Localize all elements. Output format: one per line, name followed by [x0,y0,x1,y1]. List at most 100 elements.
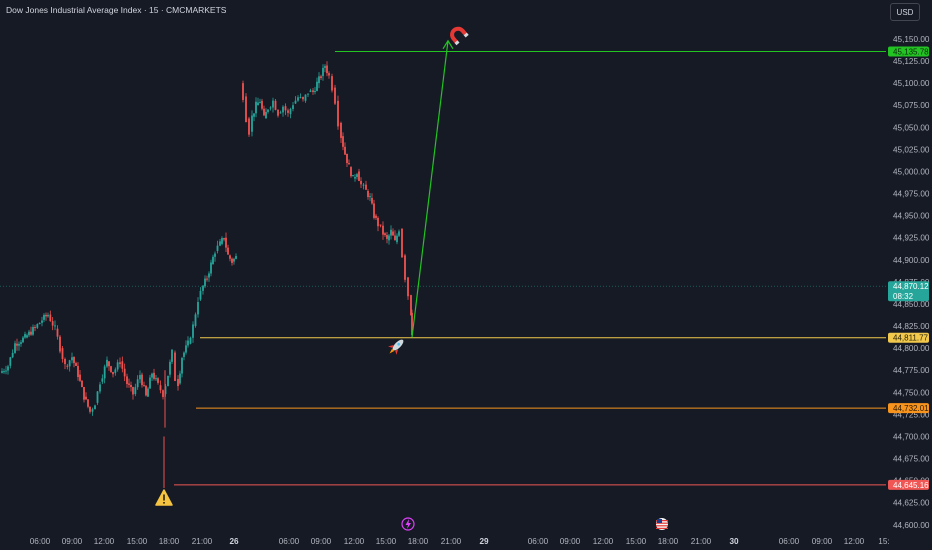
candle-body [375,215,377,218]
candle-body [261,100,263,109]
y-tick-label: 45,050.00 [893,123,930,132]
flag-stripe [656,525,668,527]
candle-body [265,111,267,119]
y-tick-label: 44,975.00 [893,190,930,199]
candle-body [155,378,157,380]
candle-body [390,229,392,236]
horizontal-lines-layer [0,51,886,488]
y-tick-label: 44,625.00 [893,499,930,508]
candle-body [231,258,233,263]
candle-body [106,359,108,367]
candle-body [354,176,356,179]
candle-body [214,253,216,257]
candle-body [206,278,208,280]
candle-body [407,277,409,297]
rocket-window [397,342,401,346]
price-axis: 45,150.00 45,125.00 45,100.00 45,075.00 45,0… [888,35,930,530]
y-tick-label: 45,150.00 [893,35,930,44]
x-tick-label: 06:00 [528,537,549,546]
candle-body [30,331,32,335]
y-tick-label: 44,600.00 [893,521,930,530]
candle-body [64,358,66,365]
price-label-bg [888,403,929,414]
candle-body [294,100,297,104]
candle-body [377,217,379,227]
candle-body [362,184,365,186]
x-tick-label: 09:00 [812,537,833,546]
candle-body [274,100,277,110]
candle-body [151,373,153,378]
candle-body [181,358,183,374]
candle-body [45,314,47,317]
candle-body [245,96,247,122]
candle-body [114,369,117,373]
candle-body [272,100,274,108]
candle-body [235,256,237,259]
candle-body [81,380,83,388]
candle-body [18,343,20,346]
candle-body [26,335,28,338]
candle-body [9,357,12,366]
candle-body [194,314,197,327]
candle-body [96,391,99,403]
candle-body [61,348,64,359]
y-tick-label: 44,750.00 [893,388,930,397]
candle-body [38,322,41,325]
candle-body [360,180,362,185]
price-label-bg [888,479,929,490]
candle-body [379,224,382,226]
candle-body [87,399,89,407]
rocket-flame [389,348,395,354]
candle-body [149,377,151,389]
candle-body [312,90,314,93]
candle-body [396,235,398,243]
candle-body [373,203,375,218]
candle-body [202,285,204,291]
candle-body [189,337,192,344]
candle-body [394,235,396,241]
price-label-text: 44,732.01 [893,404,929,413]
candle-body [112,371,114,375]
candle-body [73,356,75,364]
magnet-icon [450,26,469,46]
x-tick-label: 29 [479,537,489,546]
candle-body [297,97,299,101]
candle-body [187,340,189,346]
chart-title: Dow Jones Industrial Average Index · 15 … [6,5,227,15]
price-label-bg [888,281,929,302]
y-tick-label: 44,825.00 [893,322,930,331]
candle-body [221,238,223,244]
candle-body [77,365,79,378]
candle-body [123,368,126,377]
candle-body [197,301,199,315]
candle-body [34,327,36,329]
warning-icon [155,489,173,506]
candle-body [292,105,294,110]
candle-body [257,102,259,106]
candle-body [139,375,141,380]
icons-layer [155,26,668,531]
candle-body [263,108,265,116]
candle-body [277,109,279,116]
candle-body [121,361,124,369]
candle-body [367,190,369,198]
countdown-text: 08:32 [893,292,914,301]
candle-body [348,163,350,165]
target-price-label: 45,135.78 [888,46,929,57]
candle-body [75,363,77,366]
entry-price-label: 44,811.77 [888,332,929,343]
y-tick-label: 44,850.00 [893,300,930,309]
currency-button[interactable]: USD [890,3,920,21]
candle-body [356,174,358,177]
x-tick-label: 21:00 [192,537,213,546]
candle-body [192,324,194,338]
candle-body [20,342,22,344]
candle-body [210,262,212,274]
candle-body [326,65,328,74]
candle-body [91,409,94,412]
candle-body [386,234,388,239]
x-tick-label: 15: [878,537,889,546]
candle-body [183,352,185,357]
price-label-text: 44,811.77 [893,334,929,343]
